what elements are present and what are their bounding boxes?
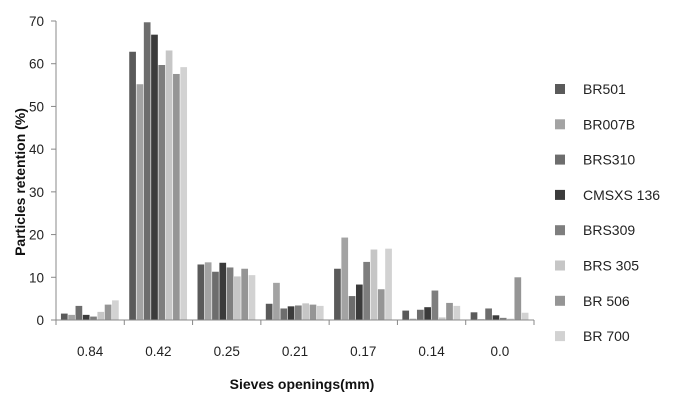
- bar-cmsxs-136-0.14: [424, 307, 431, 320]
- bar-brs310-0.0: [485, 308, 492, 320]
- bar-brs310-0.42: [143, 22, 151, 321]
- bar-br-506-0.42: [173, 73, 180, 320]
- bar-brs310-0.25: [212, 271, 219, 320]
- y-axis-title: Particles retention (%): [12, 108, 28, 256]
- legend-swatch: [555, 225, 565, 236]
- x-tick-label: 0.42: [145, 344, 171, 359]
- bar-br501-0.42: [129, 51, 136, 320]
- bar-cmsxs-136-0.25: [219, 262, 227, 320]
- bars-layer: [60, 22, 529, 321]
- bar-br-506-0.14: [446, 302, 453, 320]
- bar-cmsxs-136-0.0: [492, 315, 500, 320]
- bar-brs-305-0.21: [302, 303, 309, 320]
- bar-br501-0.14: [402, 310, 410, 320]
- legend-label: BR 700: [583, 328, 630, 344]
- bar-br501-0.0: [470, 312, 478, 320]
- y-tick-label: 60: [29, 57, 44, 72]
- bar-br007b-0.25: [204, 262, 212, 320]
- bar-br007b-0.14: [409, 318, 417, 320]
- bar-brs309-0.0: [499, 317, 507, 320]
- x-tick-labels: 0.84 0.42 0.25 0.21 0.17 0.14 0.0: [55, 320, 535, 359]
- bar-br-506-0.25: [241, 268, 249, 320]
- bar-cmsxs-136-0.42: [151, 34, 158, 321]
- legend-swatch: [555, 189, 565, 200]
- bar-br-700-0.0: [521, 312, 529, 320]
- bar-brs-305-0.25: [234, 276, 241, 320]
- bar-brs309-0.17: [363, 261, 370, 320]
- legend-label: BRS310: [583, 152, 635, 168]
- x-tick-label: 0.84: [77, 344, 104, 359]
- bar-cmsxs-136-0.21: [287, 306, 295, 320]
- bar-brs309-0.25: [226, 267, 234, 320]
- bar-brs310-0.17: [348, 296, 356, 320]
- legend-label: BRS309: [583, 222, 635, 238]
- legend-swatch: [555, 154, 565, 165]
- bar-br007b-0.84: [68, 314, 75, 320]
- legend-swatch: [555, 295, 565, 306]
- y-tick-label: 50: [29, 99, 44, 114]
- bar-br007b-0.17: [341, 237, 349, 320]
- bar-brs-305-0.17: [370, 249, 378, 320]
- bar-br-506-0.17: [377, 289, 385, 320]
- bar-brs-305-0.14: [438, 317, 446, 320]
- x-tick-label: 0.21: [282, 344, 308, 359]
- bar-br007b-0.42: [136, 84, 144, 320]
- y-tick-label: 30: [29, 185, 44, 200]
- legend-label: BR501: [583, 81, 626, 97]
- bar-brs310-0.84: [75, 305, 83, 320]
- bar-br-700-0.42: [180, 67, 188, 320]
- bar-brs310-0.14: [416, 309, 424, 320]
- bar-br-506-0.84: [104, 304, 112, 320]
- y-tick-label: 70: [29, 14, 44, 29]
- bar-br-506-0.0: [514, 277, 522, 320]
- x-axis-title: Sieves openings(mm): [230, 376, 375, 392]
- y-tick-label: 20: [29, 228, 44, 243]
- bar-br501-0.17: [334, 268, 341, 320]
- bar-brs309-0.21: [295, 305, 302, 320]
- legend: BR501 BR007B BRS310 CMSXS 136 BRS309 BRS 305 B…: [555, 81, 660, 344]
- bar-cmsxs-136-0.17: [355, 284, 363, 320]
- bar-brs-305-0.0: [507, 318, 514, 320]
- bar-brs-305-0.42: [165, 50, 173, 320]
- bar-br-700-0.17: [385, 248, 392, 320]
- bar-br501-0.84: [60, 313, 68, 320]
- y-tick-labels: 0 10 20 30 40 50 60 70: [29, 14, 56, 328]
- x-tick-label: 0.17: [350, 344, 376, 359]
- legend-label: BRS 305: [583, 258, 639, 274]
- legend-swatch: [555, 119, 565, 130]
- bar-br-700-0.25: [248, 275, 256, 320]
- x-tick-label: 0.14: [418, 344, 445, 359]
- bar-brs309-0.14: [431, 290, 439, 320]
- bar-brs309-0.84: [90, 316, 97, 320]
- legend-label: CMSXS 136: [583, 187, 660, 203]
- legend-label: BR 506: [583, 293, 630, 309]
- legend-swatch: [555, 84, 565, 94]
- bar-br501-0.25: [197, 264, 205, 320]
- bar-cmsxs-136-0.84: [82, 314, 90, 320]
- x-tick-label: 0.25: [214, 344, 240, 359]
- legend-swatch: [555, 260, 565, 271]
- bar-brs309-0.42: [158, 65, 166, 320]
- bar-br501-0.21: [265, 303, 273, 320]
- bar-br-700-0.21: [316, 305, 324, 320]
- x-tick-label: 0.0: [490, 344, 509, 359]
- bar-br-700-0.84: [112, 300, 119, 320]
- legend-label: BR007B: [583, 116, 635, 132]
- bar-brs-305-0.84: [97, 311, 105, 320]
- y-tick-label: 40: [29, 142, 44, 157]
- y-tick-label: 0: [36, 313, 44, 328]
- bar-br007b-0.21: [273, 282, 280, 320]
- y-tick-label: 10: [29, 270, 44, 285]
- legend-swatch: [555, 331, 565, 342]
- bar-br-506-0.21: [309, 304, 317, 320]
- bar-brs310-0.21: [280, 308, 288, 320]
- bar-br-700-0.14: [453, 305, 461, 320]
- axes-layer: [55, 21, 534, 321]
